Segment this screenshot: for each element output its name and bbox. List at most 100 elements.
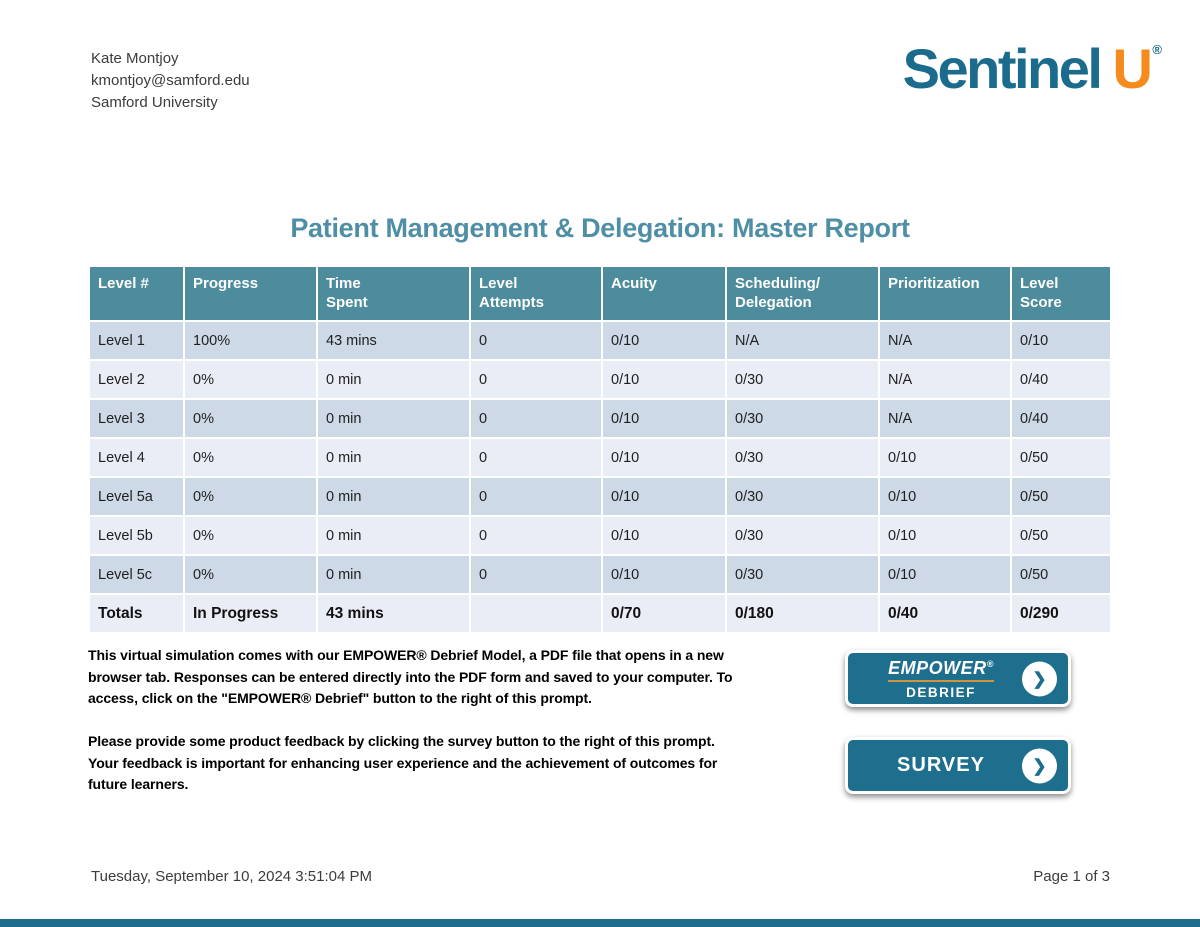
table-cell: 0/50 [1010,554,1112,595]
table-cell: Level 5b [88,515,185,556]
column-header: Level Score [1010,265,1112,322]
table-cell: 0% [183,476,318,517]
table-cell: 0/290 [1010,593,1112,634]
footer-page-number: Page 1 of 3 [1033,868,1110,885]
table-cell: 0% [183,515,318,556]
table-cell [469,593,603,634]
table-cell: 0 min [316,398,471,439]
table-cell: N/A [725,320,880,361]
table-cell: 0/40 [1010,398,1112,439]
table-cell: 0 [469,437,603,478]
table-cell: 0/10 [878,515,1012,556]
table-cell: 0/10 [601,476,727,517]
user-name: Kate Montjoy [91,50,179,67]
table-cell: In Progress [183,593,318,634]
table-cell: 0 min [316,476,471,517]
table-cell: 0 min [316,437,471,478]
column-header: Time Spent [316,265,471,322]
column-header: Progress [183,265,318,322]
page-title: Patient Management & Delegation: Master … [290,213,910,243]
table-cell: Level 4 [88,437,185,478]
user-info-block: Kate Montjoy kmontjoy@samford.edu Samfor… [91,48,250,114]
table-cell: N/A [878,320,1012,361]
table-cell: Level 3 [88,398,185,439]
table-cell: 0 min [316,554,471,595]
table-cell: 0 [469,554,603,595]
chevron-right-icon: ❯ [1022,661,1057,696]
table-cell: 0 [469,320,603,361]
table-cell: 0 min [316,359,471,400]
table-cell: N/A [878,359,1012,400]
table-cell: N/A [878,398,1012,439]
chevron-right-icon: ❯ [1022,748,1057,783]
table-cell: 0/10 [601,359,727,400]
table-cell: 0 [469,476,603,517]
table-row: Level 5b 0% 0 min 0 0/10 0/30 0/10 0/50 [88,515,1112,556]
survey-button[interactable]: SURVEY ❯ [845,737,1071,794]
table-cell: 0/40 [878,593,1012,634]
table-cell: 0/10 [601,320,727,361]
table-cell: 0% [183,398,318,439]
footer-timestamp: Tuesday, September 10, 2024 3:51:04 PM [91,868,373,885]
column-header: Acuity [601,265,727,322]
table-cell: 0/10 [878,476,1012,517]
table-cell: 0 [469,398,603,439]
table-cell: Level 5a [88,476,185,517]
user-institution: Samford University [91,94,218,111]
debrief-instructions-text: This virtual simulation comes with our E… [88,647,733,707]
table-cell: 0/50 [1010,476,1112,517]
bottom-accent-bar [0,919,1200,927]
table-row: Level 4 0% 0 min 0 0/10 0/30 0/10 0/50 [88,437,1112,478]
logo-u: U [1112,37,1152,100]
results-table: Level # Progress Time Spent Level Attempts A… [88,265,1112,634]
table-cell: Level 5c [88,554,185,595]
table-cell: 0 min [316,515,471,556]
table-cell: 0/10 [601,398,727,439]
table-header-row: Level # Progress Time Spent Level Attempts A… [88,265,1112,322]
table-row: Level 3 0% 0 min 0 0/10 0/30 N/A 0/40 [88,398,1112,439]
empower-button-labels: EMPOWER® DEBRIEF [888,658,994,700]
logo-wordmark: Sentinel [902,37,1103,100]
table-cell: 0/10 [878,554,1012,595]
registered-mark: ® [986,658,994,669]
sentinel-u-logo: Sentinel U ® [903,36,1162,101]
table-cell: 0% [183,437,318,478]
table-cell: 43 mins [316,320,471,361]
empower-label: EMPOWER® [888,658,994,682]
column-header: Scheduling/ Delegation [725,265,880,322]
table-row: Level 5a 0% 0 min 0 0/10 0/30 0/10 0/50 [88,476,1112,517]
column-header: Level # [88,265,185,322]
table-cell: 43 mins [316,593,471,634]
table-cell: 0/50 [1010,515,1112,556]
table-cell: 0/10 [1010,320,1112,361]
table-cell: 0/30 [725,476,880,517]
table-cell: 0/30 [725,359,880,400]
survey-label: SURVEY [897,754,985,776]
column-header: Prioritization [878,265,1012,322]
table-row: Level 5c 0% 0 min 0 0/10 0/30 0/10 0/50 [88,554,1112,595]
table-cell: 0/70 [601,593,727,634]
totals-row: Totals In Progress 43 mins 0/70 0/180 0/40 0/2… [88,593,1112,634]
table-cell: 0/180 [725,593,880,634]
table-cell: Totals [88,593,185,634]
table-cell: 0/10 [601,437,727,478]
table-row: Level 1 100% 43 mins 0 0/10 N/A N/A 0/10 [88,320,1112,361]
table-cell: 100% [183,320,318,361]
table-cell: 0/50 [1010,437,1112,478]
table-cell: 0 [469,515,603,556]
table-cell: Level 1 [88,320,185,361]
table-cell: 0/40 [1010,359,1112,400]
table-cell: 0/30 [725,554,880,595]
table-cell: 0/10 [601,515,727,556]
table-cell: 0/30 [725,515,880,556]
table-cell: 0% [183,359,318,400]
empower-debrief-button[interactable]: EMPOWER® DEBRIEF ❯ [845,650,1071,707]
table-cell: 0% [183,554,318,595]
table-cell: 0/10 [878,437,1012,478]
user-email: kmontjoy@samford.edu [91,72,250,89]
table-cell: 0 [469,359,603,400]
table-cell: Level 2 [88,359,185,400]
table-cell: 0/30 [725,398,880,439]
debrief-label: DEBRIEF [906,684,976,700]
column-header: Level Attempts [469,265,603,322]
